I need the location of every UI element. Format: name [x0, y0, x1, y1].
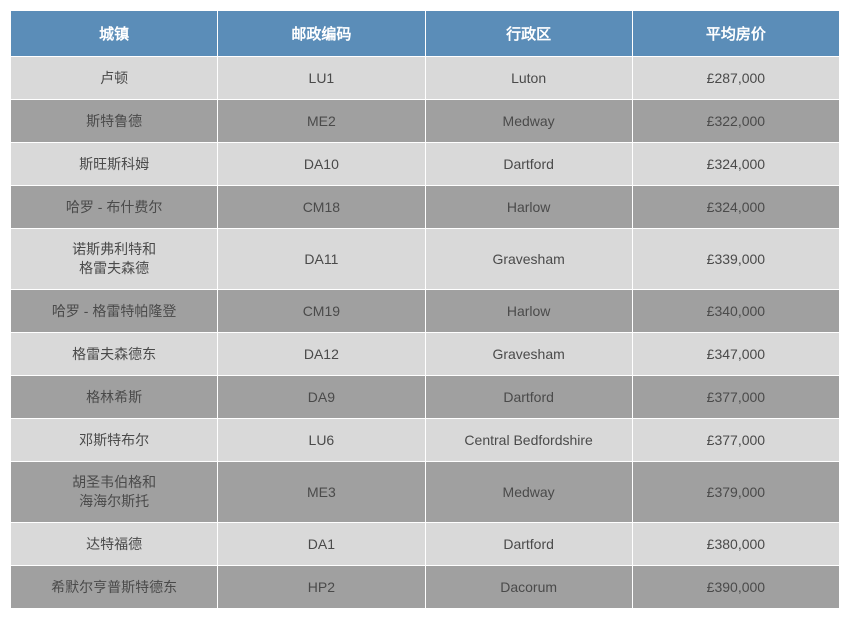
table-row: 哈罗 - 格雷特帕隆登 CM19 Harlow £340,000 [11, 289, 840, 332]
header-row: 城镇 邮政编码 行政区 平均房价 [11, 11, 840, 57]
table-row: 卢顿 LU1 Luton £287,000 [11, 57, 840, 100]
cell-price: £339,000 [632, 229, 839, 290]
cell-postcode: DA10 [218, 143, 425, 186]
table-row: 格林希斯 DA9 Dartford £377,000 [11, 375, 840, 418]
cell-price: £377,000 [632, 418, 839, 461]
table-row: 格雷夫森德东 DA12 Gravesham £347,000 [11, 332, 840, 375]
cell-price: £347,000 [632, 332, 839, 375]
cell-price: £340,000 [632, 289, 839, 332]
cell-district: Dartford [425, 522, 632, 565]
table-header: 城镇 邮政编码 行政区 平均房价 [11, 11, 840, 57]
cell-price: £377,000 [632, 375, 839, 418]
cell-postcode: DA12 [218, 332, 425, 375]
cell-postcode: LU6 [218, 418, 425, 461]
header-price: 平均房价 [632, 11, 839, 57]
cell-town: 卢顿 [11, 57, 218, 100]
cell-district: Gravesham [425, 229, 632, 290]
table-row: 达特福德 DA1 Dartford £380,000 [11, 522, 840, 565]
header-town: 城镇 [11, 11, 218, 57]
price-table-container: 城镇 邮政编码 行政区 平均房价 卢顿 LU1 Luton £287,000 斯… [10, 10, 840, 609]
table-row: 希默尔亨普斯特德东 HP2 Dacorum £390,000 [11, 565, 840, 608]
cell-town: 哈罗 - 布什费尔 [11, 186, 218, 229]
cell-price: £324,000 [632, 186, 839, 229]
cell-district: Dacorum [425, 565, 632, 608]
cell-price: £390,000 [632, 565, 839, 608]
cell-postcode: CM18 [218, 186, 425, 229]
cell-postcode: LU1 [218, 57, 425, 100]
price-table: 城镇 邮政编码 行政区 平均房价 卢顿 LU1 Luton £287,000 斯… [10, 10, 840, 609]
table-row: 诺斯弗利特和格雷夫森德 DA11 Gravesham £339,000 [11, 229, 840, 290]
cell-town: 格林希斯 [11, 375, 218, 418]
cell-district: Medway [425, 100, 632, 143]
cell-postcode: ME3 [218, 461, 425, 522]
cell-town: 达特福德 [11, 522, 218, 565]
cell-postcode: ME2 [218, 100, 425, 143]
table-row: 斯旺斯科姆 DA10 Dartford £324,000 [11, 143, 840, 186]
table-row: 哈罗 - 布什费尔 CM18 Harlow £324,000 [11, 186, 840, 229]
cell-district: Harlow [425, 186, 632, 229]
cell-town: 斯旺斯科姆 [11, 143, 218, 186]
cell-price: £379,000 [632, 461, 839, 522]
cell-town: 诺斯弗利特和格雷夫森德 [11, 229, 218, 290]
cell-district: Central Bedfordshire [425, 418, 632, 461]
table-row: 邓斯特布尔 LU6 Central Bedfordshire £377,000 [11, 418, 840, 461]
cell-district: Gravesham [425, 332, 632, 375]
cell-postcode: CM19 [218, 289, 425, 332]
header-postcode: 邮政编码 [218, 11, 425, 57]
cell-postcode: DA9 [218, 375, 425, 418]
table-body: 卢顿 LU1 Luton £287,000 斯特鲁德 ME2 Medway £3… [11, 57, 840, 609]
cell-district: Dartford [425, 375, 632, 418]
header-district: 行政区 [425, 11, 632, 57]
cell-district: Harlow [425, 289, 632, 332]
cell-district: Dartford [425, 143, 632, 186]
cell-town: 邓斯特布尔 [11, 418, 218, 461]
cell-town: 希默尔亨普斯特德东 [11, 565, 218, 608]
cell-town: 胡圣韦伯格和海海尔斯托 [11, 461, 218, 522]
cell-town: 格雷夫森德东 [11, 332, 218, 375]
cell-district: Medway [425, 461, 632, 522]
cell-price: £322,000 [632, 100, 839, 143]
cell-postcode: HP2 [218, 565, 425, 608]
cell-postcode: DA11 [218, 229, 425, 290]
cell-town: 斯特鲁德 [11, 100, 218, 143]
table-row: 斯特鲁德 ME2 Medway £322,000 [11, 100, 840, 143]
cell-town: 哈罗 - 格雷特帕隆登 [11, 289, 218, 332]
table-row: 胡圣韦伯格和海海尔斯托 ME3 Medway £379,000 [11, 461, 840, 522]
cell-price: £380,000 [632, 522, 839, 565]
cell-price: £324,000 [632, 143, 839, 186]
cell-price: £287,000 [632, 57, 839, 100]
cell-postcode: DA1 [218, 522, 425, 565]
cell-district: Luton [425, 57, 632, 100]
